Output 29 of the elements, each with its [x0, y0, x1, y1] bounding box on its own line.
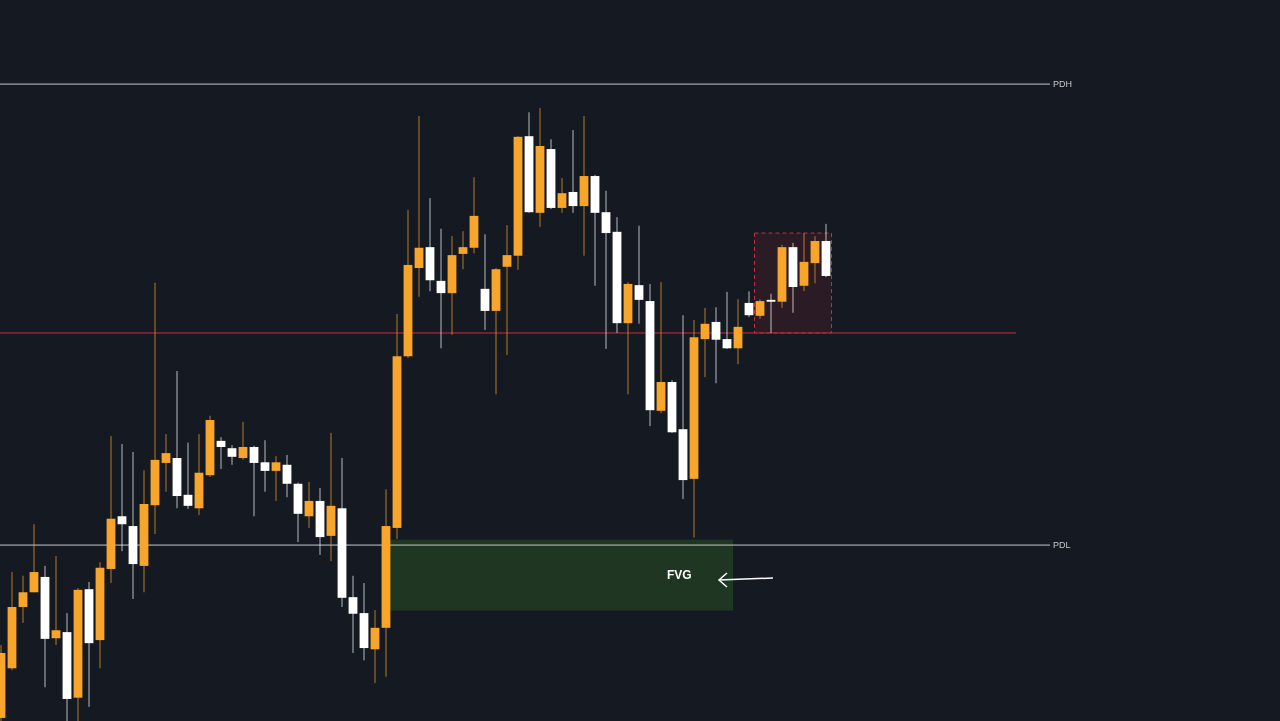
candlestick — [458, 230, 468, 270]
candlestick — [183, 442, 193, 510]
candlestick — [766, 293, 776, 334]
candlestick — [227, 444, 237, 466]
candlestick — [161, 433, 171, 493]
candlestick — [414, 115, 424, 298]
candlestick — [711, 306, 721, 384]
candlestick — [557, 177, 567, 214]
candlestick — [18, 575, 28, 624]
candlestick — [810, 235, 820, 284]
candlestick — [117, 443, 127, 552]
ref-line-label: PDL — [1053, 540, 1071, 551]
candlestick — [568, 129, 578, 214]
candlestick — [282, 454, 292, 498]
candlestick — [51, 555, 61, 646]
ref-line-label: PDH — [1053, 79, 1073, 90]
candlestick — [238, 421, 248, 461]
candlestick — [29, 523, 39, 593]
candlestick — [249, 445, 259, 517]
candlestick — [260, 439, 270, 493]
candlestick — [601, 190, 611, 350]
candlestick — [502, 224, 512, 356]
candlestick — [480, 233, 490, 331]
candlestick — [271, 455, 281, 502]
candlestick — [799, 232, 809, 292]
candlestick — [634, 225, 644, 325]
band-label: FVG — [666, 568, 692, 583]
candlestick — [348, 575, 358, 654]
candlestick — [755, 298, 765, 320]
